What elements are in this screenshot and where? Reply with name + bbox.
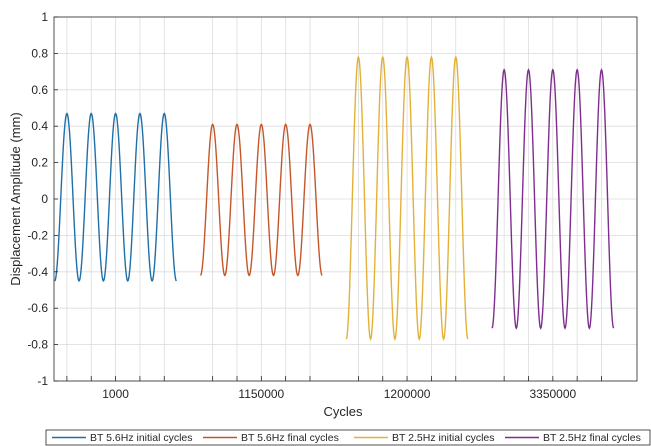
legend-label: BT 2.5Hz initial cycles bbox=[392, 432, 495, 444]
y-tick-label: -0.6 bbox=[27, 301, 48, 315]
y-tick-label: -0.2 bbox=[27, 228, 48, 242]
y-tick-label: -1 bbox=[37, 374, 48, 388]
series-line bbox=[54, 112, 177, 283]
x-tick-label: 3350000 bbox=[529, 387, 576, 401]
legend: BT 5.6Hz initial cycles BT 5.6Hz final cy… bbox=[45, 429, 651, 446]
y-tick-label: 0 bbox=[41, 192, 48, 206]
x-tick-label: 1000 bbox=[102, 387, 129, 401]
y-tick-label: 0.2 bbox=[31, 156, 48, 170]
y-tick-label: 0.6 bbox=[31, 83, 48, 97]
series-line bbox=[199, 123, 323, 277]
x-tick-label: 1200000 bbox=[384, 387, 431, 401]
y-tick-label: -0.8 bbox=[27, 338, 48, 352]
series-line bbox=[491, 68, 615, 330]
y-tick-label: 0.8 bbox=[31, 46, 48, 60]
legend-label: BT 5.6Hz initial cycles bbox=[90, 432, 193, 444]
legend-box bbox=[45, 429, 651, 446]
y-tick-label: -0.4 bbox=[27, 265, 48, 279]
legend-label: BT 5.6Hz final cycles bbox=[241, 432, 339, 444]
series-line bbox=[345, 55, 469, 341]
y-tick-label: 1 bbox=[41, 10, 48, 24]
y-axis-label: Displacement Amplitude (mm) bbox=[8, 112, 23, 285]
y-ticks: 1 0.8 0.6 0.4 0.2 0 -0.2 -0.4 -0.6 -0.8 -1 bbox=[27, 10, 58, 388]
legend-label: BT 2.5Hz final cycles bbox=[543, 432, 641, 444]
x-ticks: 1000 1150000 1200000 3350000 bbox=[66, 376, 602, 401]
y-tick-label: 0.4 bbox=[31, 119, 48, 133]
x-axis-label: Cycles bbox=[323, 404, 363, 419]
series-layer bbox=[54, 55, 615, 341]
x-tick-label: 1150000 bbox=[238, 387, 284, 401]
